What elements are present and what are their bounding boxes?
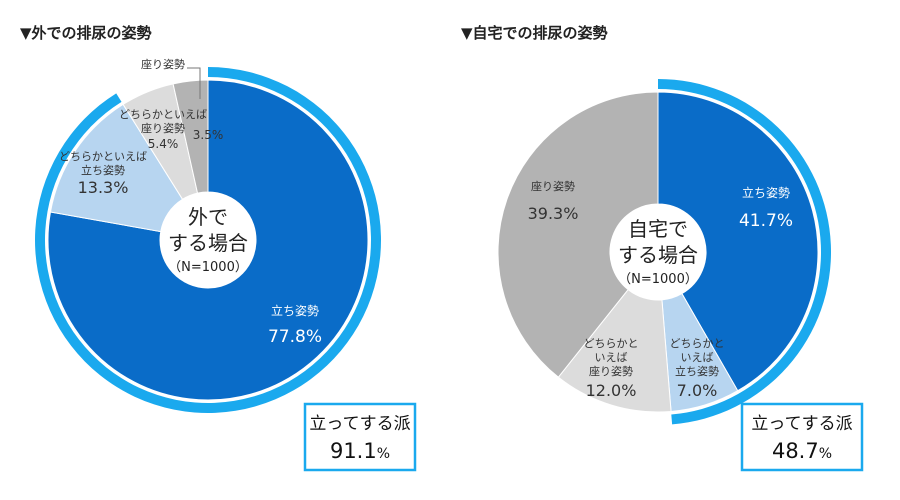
highlight-callout: 立ってする派 48.7%	[740, 402, 864, 472]
callout-unit: %	[377, 446, 390, 462]
donut-hole	[160, 192, 256, 288]
slice-label-2: どちらかといえば	[59, 150, 147, 163]
slice-label-3: 座り姿勢	[141, 121, 185, 135]
slice-label-2: 立ち姿勢	[81, 163, 125, 177]
callout-unit: %	[819, 446, 832, 462]
slice-value-1: 77.8%	[268, 327, 322, 347]
center-label-line2: する場合	[168, 231, 248, 255]
slice-label-2: 立ち姿勢	[675, 364, 719, 378]
slice-label-4: 座り姿勢	[531, 179, 575, 193]
chart-title: ▼自宅での排尿の姿勢	[461, 24, 608, 42]
slice-label-1: 立ち姿勢	[742, 185, 790, 200]
slice-value-4: 3.5%	[193, 128, 224, 142]
callout-value-group: 91.1%	[330, 439, 390, 463]
slice-label-3: 座り姿勢	[589, 364, 633, 378]
leader-line	[187, 67, 201, 99]
callout-label: 立ってする派	[309, 414, 410, 434]
slice-value-1: 41.7%	[739, 211, 793, 231]
center-label-sample-size: （N=1000）	[168, 260, 248, 275]
slice-value-2: 7.0%	[677, 381, 718, 400]
donut-chart-2: ▼自宅での排尿の姿勢自宅でする場合（N=1000）立ち姿勢41.7%どちらかとい…	[461, 24, 864, 472]
callout-box	[740, 402, 864, 472]
callout-label: 立ってする派	[751, 414, 852, 434]
slice-value-4: 39.3%	[528, 204, 579, 223]
slice-label-3: どちらかと	[584, 337, 639, 350]
chart-title: ▼外での排尿の姿勢	[20, 24, 152, 42]
center-label-line2: する場合	[618, 243, 698, 267]
slice-label-2: どちらかと	[670, 337, 725, 350]
highlight-callout: 立ってする派 91.1%	[303, 402, 417, 472]
slice-label-3: いえば	[595, 351, 628, 364]
callout-value: 48.7	[772, 439, 819, 463]
callout-value-group: 48.7%	[772, 439, 832, 463]
slice-label-3: どちらかといえば	[119, 108, 207, 121]
center-label-sample-size: （N=1000）	[618, 272, 698, 287]
slice-value-3: 12.0%	[586, 381, 637, 400]
slice-label-2: いえば	[681, 351, 714, 364]
center-label-line1: 自宅で	[628, 217, 688, 241]
callout-value: 91.1	[330, 439, 377, 463]
donut-hole	[610, 204, 706, 300]
slice-label-1: 立ち姿勢	[271, 303, 319, 318]
callout-box	[303, 402, 417, 472]
center-label-line1: 外で	[188, 205, 228, 229]
slice-value-2: 13.3%	[78, 178, 129, 197]
slice-value-3: 5.4%	[148, 137, 179, 151]
slice-label-4: 座り姿勢	[141, 57, 185, 71]
